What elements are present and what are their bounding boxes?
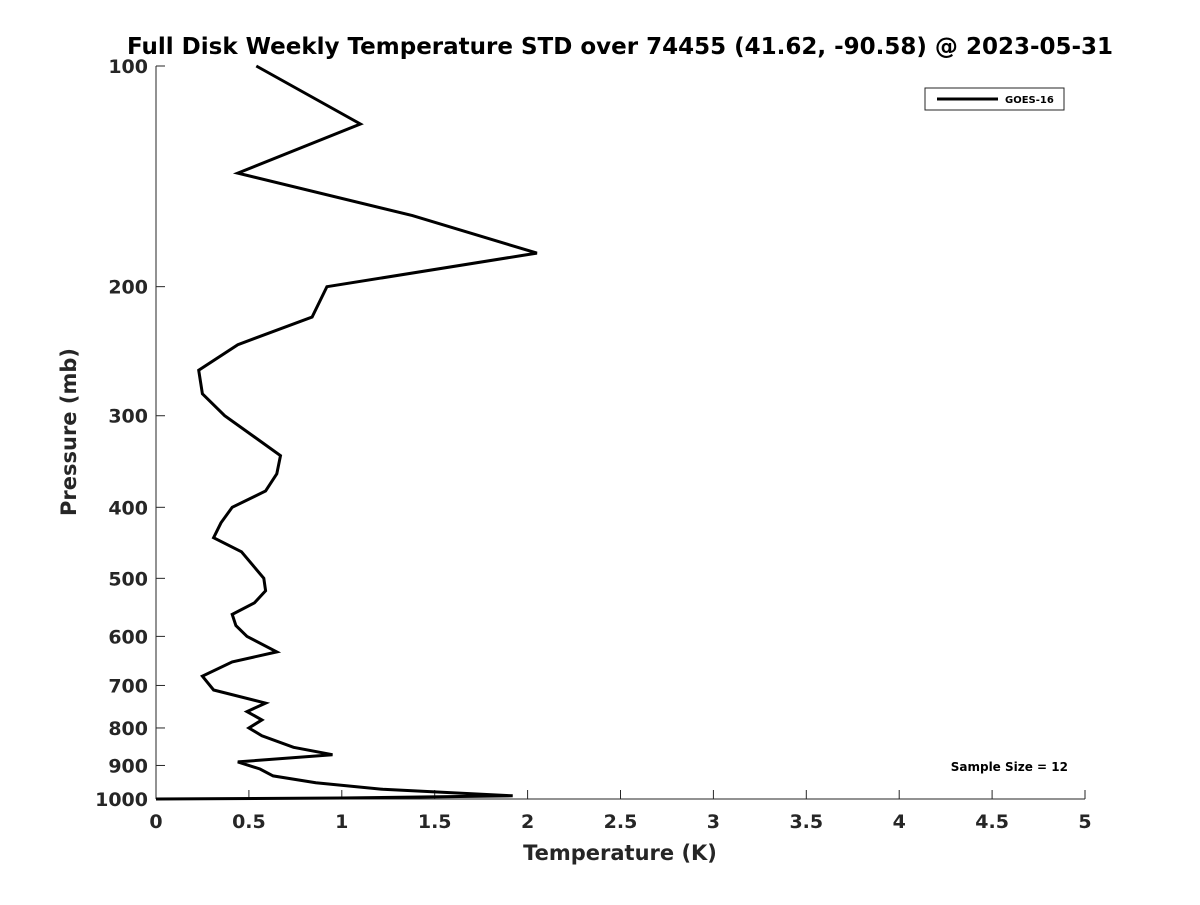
legend-label-goes-16: GOES-16: [1005, 95, 1054, 106]
x-tick-label: 5: [1078, 811, 1091, 833]
series-group: [155, 64, 538, 801]
x-tick-label: 4: [893, 811, 906, 833]
y-axis-label: Pressure (mb): [57, 348, 81, 516]
x-axis-label: Temperature (K): [523, 841, 717, 865]
y-tick-label: 900: [108, 755, 148, 777]
y-tick-label: 100: [108, 56, 148, 78]
chart-title: Full Disk Weekly Temperature STD over 74…: [127, 34, 1113, 60]
y-tick-label: 800: [108, 718, 148, 740]
y-tick-label: 400: [108, 497, 148, 519]
y-tick-label: 500: [108, 568, 148, 590]
x-tick-label: 0.5: [232, 811, 266, 833]
x-tick-label: 1.5: [418, 811, 452, 833]
x-axis: 0 0.5 1 1.5 2 2.5 3 3.5 4 4.5 5: [149, 790, 1092, 833]
x-tick-label: 0: [149, 811, 162, 833]
x-tick-label: 1: [335, 811, 348, 833]
x-tick-label: 2.5: [604, 811, 638, 833]
x-tick-label: 4.5: [975, 811, 1009, 833]
x-tick-label: 3.5: [789, 811, 823, 833]
series-line-goes-16: [155, 64, 538, 801]
y-tick-label: 200: [108, 277, 148, 299]
y-tick-label: 600: [108, 626, 148, 648]
y-tick-label: 300: [108, 406, 148, 428]
y-tick-label: 700: [108, 675, 148, 697]
y-tick-label: 1000: [95, 789, 148, 811]
sample-size-annotation: Sample Size = 12: [951, 760, 1068, 774]
x-tick-label: 3: [707, 811, 720, 833]
legend[interactable]: GOES-16: [924, 87, 1065, 111]
x-tick-label: 2: [521, 811, 534, 833]
y-axis: 100 200 300 400 500 600 700 800 900 1000: [95, 56, 165, 811]
